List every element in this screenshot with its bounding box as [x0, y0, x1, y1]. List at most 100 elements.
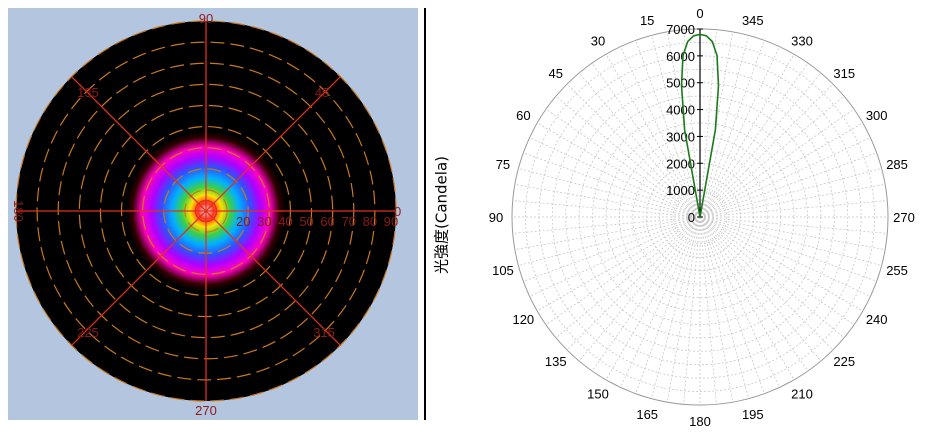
heatmap-radial-tick-label: 80: [363, 214, 377, 229]
heatmap-spoke: [71, 210, 207, 346]
polar-grid-spoke: [518, 216, 701, 267]
polar-grid-spoke: [514, 183, 701, 218]
polar-grid-spoke: [635, 216, 701, 394]
polar-grid-spoke: [555, 216, 701, 339]
polar-grid-spoke: [699, 216, 882, 267]
polar-grid-spoke: [699, 216, 795, 381]
polar-grid-spoke: [699, 216, 871, 297]
polar-grid-spoke: [699, 216, 822, 362]
polar-grid-spoke: [699, 108, 855, 218]
polar-grid-spoke: [699, 183, 886, 218]
polar-grid-spoke: [699, 216, 834, 351]
polar-grid-spoke: [699, 83, 834, 218]
polar-grid-spoke: [699, 216, 734, 403]
polar-angle-label: 180: [689, 414, 711, 429]
polar-grid-spoke: [529, 216, 701, 297]
polar-radial-tick-label: 7000: [666, 22, 695, 37]
polar-grid-spoke: [699, 216, 864, 312]
polar-grid-spoke: [699, 216, 809, 372]
polar-grid-spoke: [699, 216, 765, 394]
polar-angle-label: 345: [742, 13, 764, 28]
y-axis-label-container: 光強度(Candela): [427, 100, 455, 330]
panel-divider: [424, 8, 426, 420]
polar-grid-spoke: [605, 53, 701, 218]
polar-angle-label: 135: [545, 354, 567, 369]
polar-grid-spoke: [545, 108, 701, 218]
heatmap-angle-label: 90: [199, 11, 213, 26]
polar-grid-spoke: [536, 216, 701, 312]
polar-grid-spoke: [699, 152, 877, 218]
polar-intensity-plot: 0 15 30 45 60 75 90 105 120 135 150 165 180 195 210 225…: [489, 6, 915, 429]
polar-grid-spoke: [605, 216, 701, 381]
heatmap-angle-label: 270: [195, 403, 217, 418]
polar-grid-spoke: [699, 40, 765, 218]
heatmap-angle-label: 135: [77, 85, 99, 100]
polar-angle-label: 300: [866, 108, 888, 123]
polar-grid-spoke: [514, 216, 701, 251]
polar-plot-panel: 0 15 30 45 60 75 90 105 120 135 150 165 180 195 210 225…: [460, 0, 932, 435]
polar-grid-spoke: [529, 137, 701, 218]
polar-grid-spoke: [512, 216, 701, 234]
intensity-heatmap-panel: 90 45 0 315 270 225 180 135 20 30 40 50 60 70 80 90: [8, 8, 418, 420]
intensity-curve: [680, 33, 720, 218]
polar-angle-label: 195: [742, 407, 764, 422]
polar-angle-label: 285: [886, 157, 908, 172]
polar-grid-spoke: [699, 95, 845, 218]
intensity-heatmap: 90 45 0 315 270 225 180 135 20 30 40 50 60 70 80 90: [8, 8, 418, 420]
polar-angle-label: 225: [833, 354, 855, 369]
heatmap-spoke: [205, 210, 341, 346]
polar-grid-spoke: [699, 29, 717, 218]
polar-grid-spoke: [699, 53, 795, 218]
polar-angle-label: 210: [791, 387, 813, 402]
polar-angle-label: 120: [512, 312, 534, 327]
polar-grid-spoke: [650, 35, 701, 218]
polar-angle-label: 15: [640, 13, 654, 28]
polar-angle-label: 105: [492, 263, 514, 278]
heatmap-radial-tick-label: 40: [278, 214, 292, 229]
polar-grid-spoke: [699, 216, 855, 326]
heatmap-angle-label: 0: [394, 204, 401, 219]
heatmap-angle-label: 45: [315, 85, 329, 100]
heatmap-angle-label: 180: [11, 200, 26, 222]
polar-grid-spoke: [699, 216, 877, 282]
polar-angle-label: 315: [833, 66, 855, 81]
polar-angle-label: 330: [791, 33, 813, 48]
heatmap-radial-tick-label: 20: [236, 214, 250, 229]
polar-radial-tick-label: 5000: [666, 76, 695, 91]
heatmap-radial-tick-label: 30: [257, 214, 271, 229]
heatmap-radial-tick-label: 70: [342, 214, 356, 229]
polar-grid-spoke: [699, 216, 845, 339]
heatmap-spoke: [205, 76, 341, 212]
polar-grid-spoke: [699, 167, 882, 218]
polar-grid-spoke: [536, 122, 701, 218]
polar-grid-spoke: [518, 167, 701, 218]
polar-grid-spoke: [683, 29, 701, 218]
polar-radial-tick-label: 0: [688, 210, 695, 225]
polar-grid-spoke: [683, 216, 701, 405]
polar-grid-spoke: [666, 216, 701, 403]
polar-angle-label: 90: [489, 210, 503, 225]
polar-angle-label: 60: [516, 108, 530, 123]
polar-grid-spoke: [699, 216, 750, 399]
polar-grid-spoke: [699, 46, 780, 218]
heatmap-angle-label: 315: [313, 325, 335, 340]
polar-grid-spoke: [699, 216, 717, 405]
polar-angle-label: 240: [866, 312, 888, 327]
polar-radial-tick-label: 1000: [666, 183, 695, 198]
polar-grid-spoke: [555, 95, 701, 218]
polar-angle-label: 150: [587, 387, 609, 402]
heatmap-angle-label: 225: [77, 325, 99, 340]
polar-grid-spoke: [523, 216, 701, 282]
polar-angle-label: 30: [591, 33, 605, 48]
polar-grid-spoke: [650, 216, 701, 399]
polar-grid-spoke: [699, 137, 871, 218]
polar-grid-spoke: [699, 72, 822, 218]
heatmap-radial-tick-label: 60: [320, 214, 334, 229]
heatmap-radial-tick-label: 90: [384, 214, 398, 229]
polar-grid-spoke: [512, 200, 701, 218]
polar-grid-spoke: [699, 35, 750, 218]
polar-grid-spoke: [635, 40, 701, 218]
polar-grid-ring: [551, 68, 849, 366]
heatmap-radial-tick-label: 50: [299, 214, 313, 229]
polar-grid-ring: [525, 42, 875, 392]
